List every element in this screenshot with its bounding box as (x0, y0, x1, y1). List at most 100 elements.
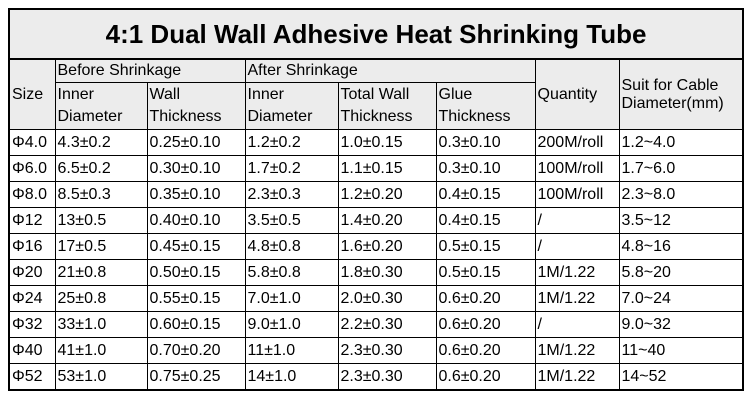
cell-inner-before: 6.5±0.2 (54, 155, 148, 182)
cell-glue: 0.5±0.15 (435, 233, 536, 260)
cell-suit: 7.0~24 (618, 285, 744, 312)
cell-inner-before: 13±0.5 (54, 207, 148, 234)
cell-quantity: 1M/1.22 (534, 259, 620, 286)
cell-inner-after: 4.8±0.8 (244, 233, 339, 260)
cell-total-wall: 2.0±0.30 (337, 285, 437, 312)
cell-glue: 0.5±0.15 (435, 259, 536, 286)
cell-total-wall: 2.3±0.30 (337, 363, 437, 391)
cell-glue: 0.4±0.15 (435, 207, 536, 234)
cell-size: Φ24 (8, 285, 56, 312)
header-line: Diameter (57, 108, 123, 125)
cell-suit: 9.0~32 (618, 311, 744, 338)
cell-suit: 14~52 (618, 363, 744, 391)
cell-size: Φ20 (8, 259, 56, 286)
table-row: Φ16 17±0.5 0.45±0.15 4.8±0.8 1.6±0.20 0.… (8, 233, 744, 260)
table-row: Φ20 21±0.8 0.50±0.15 5.8±0.8 1.8±0.30 0.… (8, 259, 744, 286)
cell-wall-before: 0.45±0.15 (146, 233, 246, 260)
cell-inner-after: 11±1.0 (244, 337, 339, 364)
cell-size: Φ52 (8, 363, 56, 391)
cell-glue: 0.6±0.20 (435, 363, 536, 391)
header-size: Size (8, 58, 56, 130)
cell-inner-after: 3.5±0.5 (244, 207, 339, 234)
cell-total-wall: 1.6±0.20 (337, 233, 437, 260)
header-inner-diameter-after: Inner Diameter (244, 82, 339, 130)
cell-glue: 0.3±0.10 (435, 129, 536, 156)
cell-inner-after: 14±1.0 (244, 363, 339, 391)
cell-glue: 0.6±0.20 (435, 285, 536, 312)
cell-quantity: / (534, 233, 620, 260)
cell-quantity: 1M/1.22 (534, 363, 620, 391)
cell-quantity: 1M/1.22 (534, 285, 620, 312)
cell-wall-before: 0.75±0.25 (146, 363, 246, 391)
cell-inner-before: 17±0.5 (54, 233, 148, 260)
cell-suit: 4.8~16 (618, 233, 744, 260)
cell-wall-before: 0.60±0.15 (146, 311, 246, 338)
cell-inner-before: 4.3±0.2 (54, 129, 148, 156)
cell-glue: 0.6±0.20 (435, 311, 536, 338)
cell-size: Φ4.0 (8, 129, 56, 156)
header-line: Wall (149, 86, 181, 103)
cell-total-wall: 1.2±0.20 (337, 181, 437, 208)
header-line: Glue (438, 86, 473, 103)
header-inner-diameter-before: Inner Diameter (54, 82, 148, 130)
cell-wall-before: 0.50±0.15 (146, 259, 246, 286)
cell-size: Φ16 (8, 233, 56, 260)
cell-inner-after: 2.3±0.3 (244, 181, 339, 208)
header-suit-line2: Diameter(mm) (621, 94, 724, 112)
cell-wall-before: 0.25±0.10 (146, 129, 246, 156)
cell-wall-before: 0.55±0.15 (146, 285, 246, 312)
cell-wall-before: 0.30±0.10 (146, 155, 246, 182)
cell-suit: 5.8~20 (618, 259, 744, 286)
table-row: Φ52 53±1.0 0.75±0.25 14±1.0 2.3±0.30 0.6… (8, 363, 744, 391)
cell-total-wall: 1.1±0.15 (337, 155, 437, 182)
cell-total-wall: 2.3±0.30 (337, 337, 437, 364)
page-title: 4:1 Dual Wall Adhesive Heat Shrinking Tu… (8, 8, 744, 60)
cell-total-wall: 1.4±0.20 (337, 207, 437, 234)
header-line: Total Wall (340, 86, 410, 103)
cell-glue: 0.4±0.15 (435, 181, 536, 208)
header-wall-thickness: Wall Thickness (146, 82, 246, 130)
header-line: Thickness (340, 108, 413, 125)
table-row: Φ8.0 8.5±0.3 0.35±0.10 2.3±0.3 1.2±0.20 … (8, 181, 744, 208)
cell-suit: 3.5~12 (618, 207, 744, 234)
cell-total-wall: 1.8±0.30 (337, 259, 437, 286)
cell-suit: 1.7~6.0 (618, 155, 744, 182)
cell-inner-after: 1.2±0.2 (244, 129, 339, 156)
cell-size: Φ6.0 (8, 155, 56, 182)
table-row: Φ12 13±0.5 0.40±0.10 3.5±0.5 1.4±0.20 0.… (8, 207, 744, 234)
cell-inner-after: 1.7±0.2 (244, 155, 339, 182)
cell-quantity: 200M/roll (534, 129, 620, 156)
cell-wall-before: 0.40±0.10 (146, 207, 246, 234)
cell-suit: 2.3~8.0 (618, 181, 744, 208)
cell-quantity: 100M/roll (534, 155, 620, 182)
cell-inner-after: 9.0±1.0 (244, 311, 339, 338)
cell-quantity: 100M/roll (534, 181, 620, 208)
cell-quantity: 1M/1.22 (534, 337, 620, 364)
cell-glue: 0.3±0.10 (435, 155, 536, 182)
cell-inner-before: 21±0.8 (54, 259, 148, 286)
cell-glue: 0.6±0.20 (435, 337, 536, 364)
cell-suit: 11~40 (618, 337, 744, 364)
header-line: Thickness (438, 108, 511, 125)
cell-inner-before: 8.5±0.3 (54, 181, 148, 208)
spec-table: 4:1 Dual Wall Adhesive Heat Shrinking Tu… (8, 8, 745, 391)
cell-wall-before: 0.70±0.20 (146, 337, 246, 364)
cell-size: Φ12 (8, 207, 56, 234)
cell-inner-before: 41±1.0 (54, 337, 148, 364)
table-row: Φ4.0 4.3±0.2 0.25±0.10 1.2±0.2 1.0±0.15 … (8, 129, 744, 156)
cell-size: Φ8.0 (8, 181, 56, 208)
header-line: Thickness (149, 108, 222, 125)
header-line: Inner (57, 86, 94, 103)
header-line: Diameter (247, 108, 313, 125)
cell-total-wall: 2.2±0.30 (337, 311, 437, 338)
cell-inner-before: 33±1.0 (54, 311, 148, 338)
table-row: Φ6.0 6.5±0.2 0.30±0.10 1.7±0.2 1.1±0.15 … (8, 155, 744, 182)
cell-suit: 1.2~4.0 (618, 129, 744, 156)
cell-total-wall: 1.0±0.15 (337, 129, 437, 156)
header-before-shrinkage: Before Shrinkage (54, 58, 246, 83)
header-suit-cable: Suit for Cable Diameter(mm) (618, 58, 744, 130)
header-suit-line1: Suit for Cable (621, 76, 719, 94)
header-glue-thickness: Glue Thickness (435, 82, 536, 130)
cell-size: Φ32 (8, 311, 56, 338)
